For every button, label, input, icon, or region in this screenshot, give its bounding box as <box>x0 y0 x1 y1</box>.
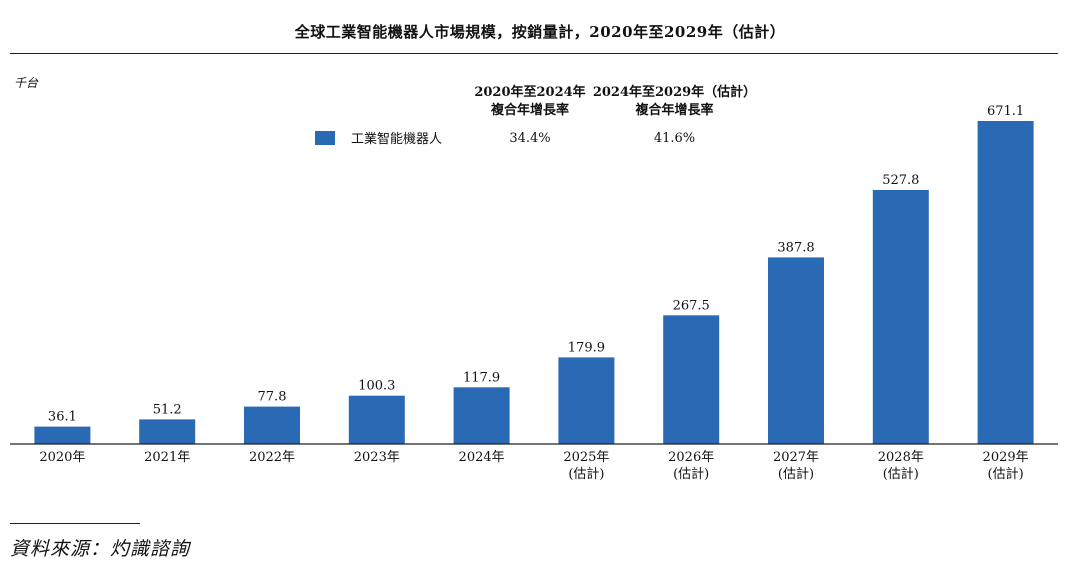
cagr-block-forecast: 2024年至2029年（估計） 複合年增長率 41.6% <box>592 84 757 147</box>
bar-2029年 <box>977 121 1034 444</box>
x-tick-label: 2026年 <box>668 450 714 465</box>
legend: 工業智能機器人 <box>315 128 442 147</box>
bar-2027年 <box>768 257 824 444</box>
chart-title: 全球工業智能機器人市場規模，按銷量計，2020年至2029年（估計） <box>294 23 786 41</box>
data-label: 51.2 <box>153 402 182 417</box>
source-note: 資料來源：灼識諮詢 <box>10 538 191 560</box>
x-tick-note: (估計) <box>988 466 1024 482</box>
bar-2020年 <box>34 426 91 444</box>
bar-2021年 <box>139 419 196 444</box>
data-label: 100.3 <box>358 379 395 394</box>
data-label: 267.5 <box>673 298 710 313</box>
y-axis-unit-label: 千台 <box>14 76 39 90</box>
cagr-period: 2024年至2029年（估計） <box>592 85 757 100</box>
data-label: 527.8 <box>882 173 919 188</box>
bar-2026年 <box>663 315 720 444</box>
title-divider <box>10 53 1058 54</box>
x-tick-note: (估計) <box>673 466 709 482</box>
x-tick-label: 2021年 <box>144 450 190 465</box>
legend-swatch <box>315 130 335 145</box>
bar-2025年 <box>558 357 615 444</box>
x-tick-note: (估計) <box>568 466 604 482</box>
cagr-value: 34.4% <box>509 131 551 146</box>
x-tick-label: 2023年 <box>354 450 400 465</box>
x-tick-label: 2027年 <box>773 450 819 465</box>
cagr-period: 2020年至2024年 <box>474 85 586 100</box>
data-label: 36.1 <box>48 410 77 425</box>
x-tick-label: 2024年 <box>459 450 505 465</box>
cagr-label: 複合年增長率 <box>490 103 569 118</box>
x-tick-label: 2029年 <box>983 450 1029 465</box>
data-label: 117.9 <box>463 370 500 385</box>
x-tick-label: 2022年 <box>249 450 295 465</box>
x-tick-note: (估計) <box>883 466 919 482</box>
x-tick-label: 2028年 <box>878 450 924 465</box>
source-divider <box>10 523 140 524</box>
x-tick-label: 2025年 <box>563 450 609 465</box>
bar-2028年 <box>872 190 929 444</box>
bar-2024年 <box>453 387 510 444</box>
data-label: 179.9 <box>568 340 605 355</box>
cagr-value: 41.6% <box>653 131 696 146</box>
bar-2022年 <box>244 406 300 444</box>
x-tick-note: (估計) <box>778 466 814 482</box>
data-label: 671.1 <box>987 104 1024 119</box>
cagr-block-historical: 2020年至2024年 複合年增長率 34.4% <box>470 84 590 147</box>
data-label: 77.8 <box>258 390 287 405</box>
bar-2023年 <box>348 395 405 444</box>
data-label: 387.8 <box>777 240 814 255</box>
legend-label: 工業智能機器人 <box>351 132 443 147</box>
cagr-label: 複合年增長率 <box>635 103 714 118</box>
x-tick-label: 2020年 <box>39 450 85 465</box>
